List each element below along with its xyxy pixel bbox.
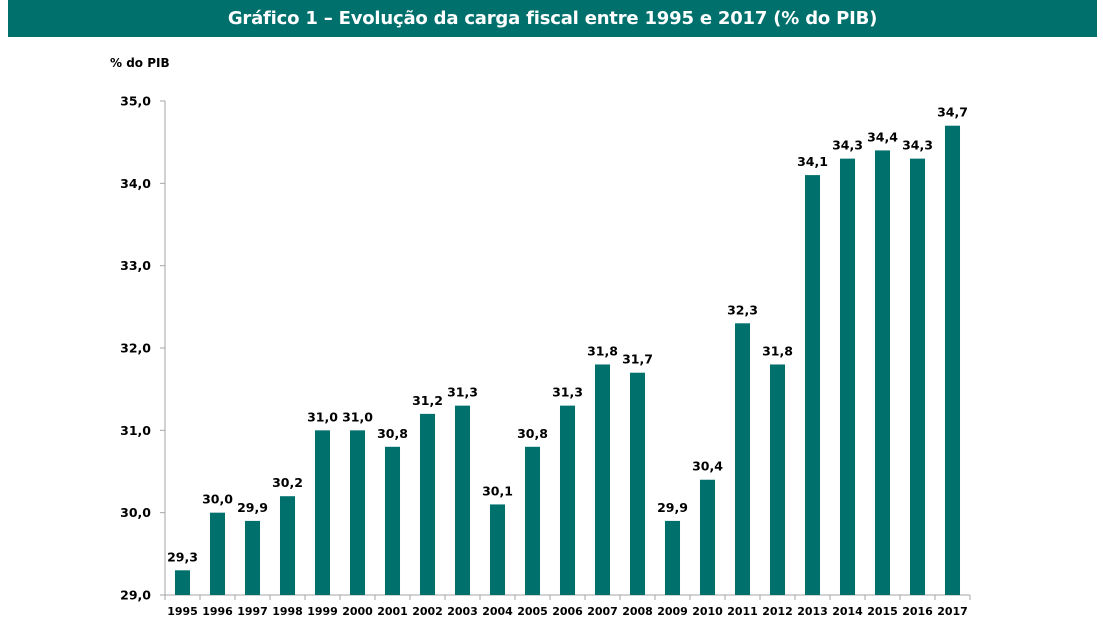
bar: [699, 479, 716, 595]
bar: [629, 372, 646, 595]
y-tick-label: 33,0: [120, 258, 151, 273]
data-label: 31,3: [447, 385, 478, 400]
x-tick-label: 2004: [482, 605, 513, 618]
chart-title: Gráfico 1 – Evolução da carga fiscal ent…: [227, 8, 878, 29]
data-label: 34,7: [937, 105, 968, 120]
x-tick-label: 2014: [832, 605, 863, 618]
bar: [804, 175, 821, 595]
bar: [174, 570, 191, 595]
x-tick-label: 2005: [517, 605, 548, 618]
data-label: 34,3: [832, 138, 863, 153]
y-tick-label: 30,0: [120, 505, 151, 520]
bar: [384, 446, 401, 595]
bar: [419, 413, 436, 595]
bar: [734, 323, 751, 595]
data-label: 30,8: [517, 426, 548, 441]
data-label: 31,2: [412, 393, 443, 408]
data-label: 30,1: [482, 483, 513, 498]
x-tick-label: 1995: [167, 605, 198, 618]
data-labels: 29,3 30,0 29,9 30,2 31,0 31,0 30,8 31,2 31,3 30,1…: [167, 105, 968, 565]
bar: [944, 125, 961, 595]
x-tick-label: 2015: [867, 605, 898, 618]
x-tick-label: 2017: [937, 605, 968, 618]
x-tick-label: 2008: [622, 605, 653, 618]
bar: [909, 158, 926, 595]
y-tick-label: 32,0: [120, 341, 151, 356]
x-tick-label: 2003: [447, 605, 478, 618]
data-label: 31,8: [762, 343, 793, 358]
bar: [349, 430, 366, 595]
bar: [314, 430, 331, 595]
bar: [874, 150, 891, 595]
data-label: 30,2: [272, 475, 303, 490]
x-tick-label: 2006: [552, 605, 583, 618]
y-tick-label: 29,0: [120, 588, 151, 603]
x-tick-label: 2000: [342, 605, 373, 618]
bar: [594, 364, 611, 595]
x-tick-label: 2001: [377, 605, 408, 618]
x-tick-label: 2010: [692, 605, 723, 618]
x-tick-label: 2016: [902, 605, 933, 618]
data-label: 30,4: [692, 459, 723, 474]
data-label: 30,8: [377, 426, 408, 441]
x-tick-label: 2007: [587, 605, 618, 618]
data-label: 34,4: [867, 129, 898, 144]
bar: [559, 405, 576, 595]
bar: [524, 446, 541, 595]
data-label: 30,0: [202, 492, 233, 507]
data-label: 31,0: [307, 409, 338, 424]
y-tick-label: 35,0: [120, 94, 151, 109]
y-tick-label: 34,0: [120, 176, 151, 191]
x-tick-label: 2012: [762, 605, 793, 618]
x-tick-label: 1999: [307, 605, 338, 618]
x-tick-label: 2002: [412, 605, 443, 618]
data-label: 34,1: [797, 154, 828, 169]
bar: [489, 504, 506, 595]
x-tick-label: 2013: [797, 605, 828, 618]
data-label: 32,3: [727, 302, 758, 317]
x-tick-label: 1996: [202, 605, 233, 618]
bar: [454, 405, 471, 595]
x-tick-label: 2011: [727, 605, 758, 618]
data-label: 34,3: [902, 138, 933, 153]
bars: [174, 125, 961, 595]
bar: [664, 520, 681, 595]
data-label: 31,8: [587, 343, 618, 358]
data-label: 29,9: [237, 500, 268, 515]
bar: [279, 496, 296, 595]
x-axis: 1995 1996 1997 1998 1999 2000 2001 2002 2003 2004…: [164, 594, 971, 618]
bar: [769, 364, 786, 595]
data-label: 31,7: [622, 352, 653, 367]
x-tick-label: 2009: [657, 605, 688, 618]
y-axis: 29,0 30,0 31,0 32,0 33,0 34,0 35,0: [120, 94, 166, 603]
bar: [839, 158, 856, 595]
bar: [244, 520, 261, 595]
x-tick-label: 1997: [237, 605, 268, 618]
data-label: 29,3: [167, 549, 198, 564]
chart-title-bar: Gráfico 1 – Evolução da carga fiscal ent…: [8, 0, 1097, 37]
y-axis-unit-label: % do PIB: [110, 56, 170, 70]
data-label: 31,0: [342, 409, 373, 424]
data-label: 29,9: [657, 500, 688, 515]
y-tick-label: 31,0: [120, 423, 151, 438]
x-tick-label: 1998: [272, 605, 303, 618]
data-label: 31,3: [552, 385, 583, 400]
bar: [209, 512, 226, 595]
